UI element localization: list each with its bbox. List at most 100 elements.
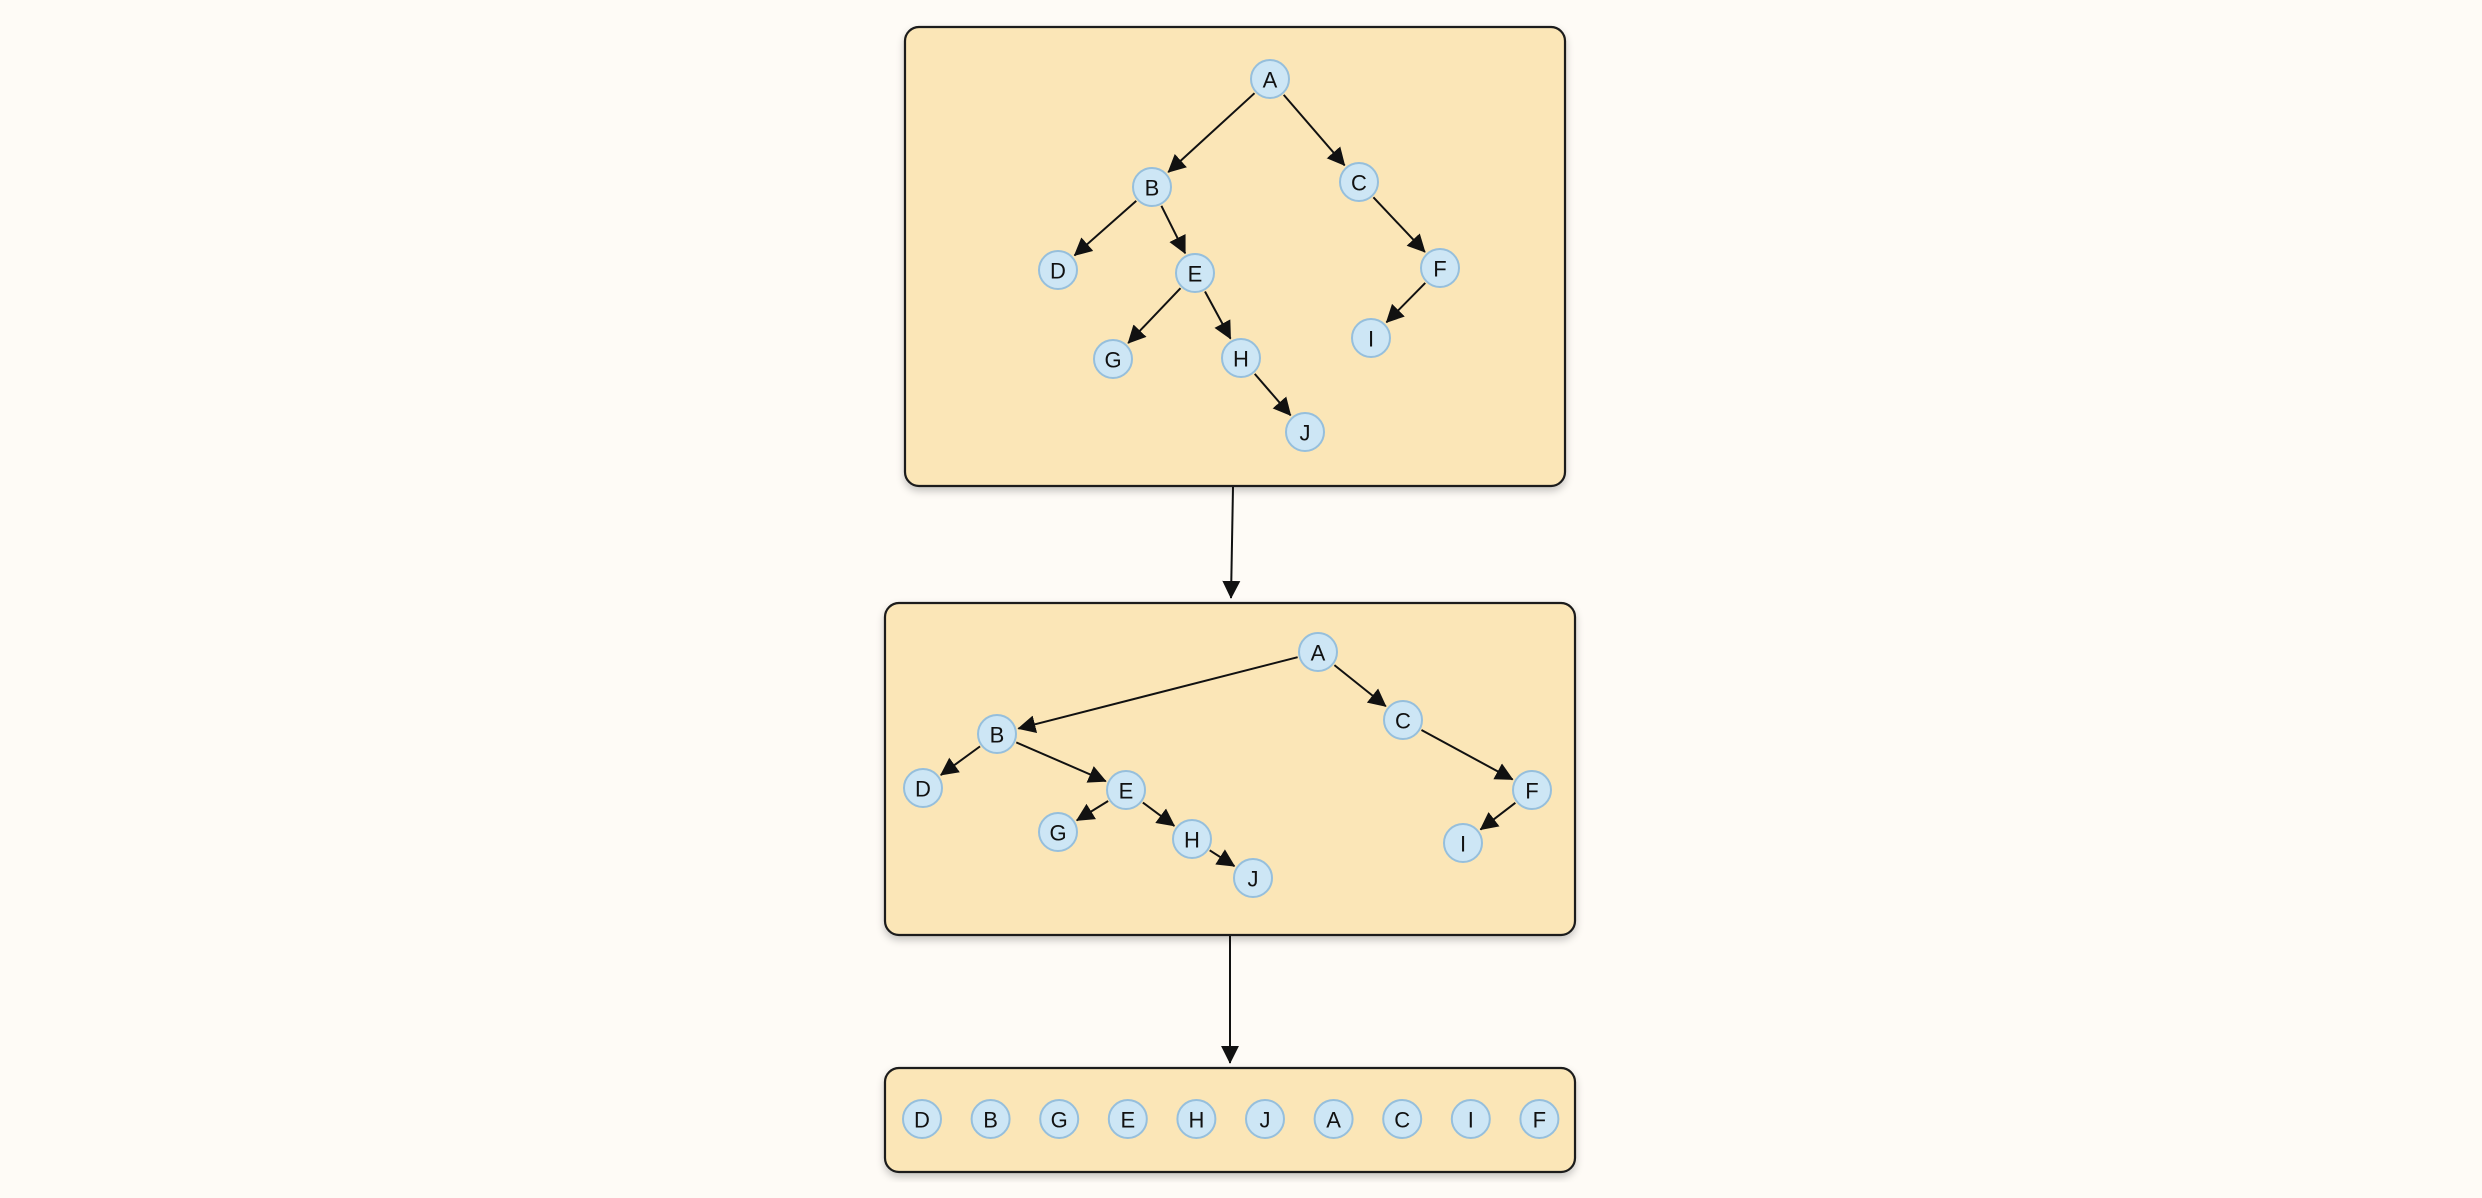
flow-arrow-1 (1222, 486, 1241, 599)
tree2-node-J: J (1233, 858, 1273, 898)
node-label: G (1049, 821, 1066, 846)
tree2-node-I: I (1443, 823, 1483, 863)
node-circle (1443, 823, 1483, 863)
tree2-edge-C-F (1420, 729, 1514, 781)
tree2-node-F: F (1512, 770, 1552, 810)
tree1-edge-A-C (1282, 94, 1346, 167)
tree2-edge-E-H (1142, 801, 1176, 827)
node-label: A (1326, 1108, 1341, 1133)
tree2-node-H: H (1172, 819, 1212, 859)
node-circle (1221, 338, 1261, 378)
node-circle (1351, 318, 1391, 358)
tree2-edge-A-B (1017, 656, 1298, 734)
node-label: H (1233, 347, 1249, 372)
node-label: A (1311, 641, 1326, 666)
node-label: I (1468, 1108, 1474, 1133)
node-label: H (1184, 828, 1200, 853)
node-circle (1132, 167, 1172, 207)
tree2-edge-A-C (1333, 664, 1387, 708)
node-circle (903, 768, 943, 808)
node-circle (1383, 700, 1423, 740)
tree1-edge-E-H (1204, 290, 1232, 340)
node-circle (1233, 858, 1273, 898)
tree1-edge-B-E (1160, 205, 1187, 255)
tree1-edge-C-F (1372, 196, 1426, 253)
node-circle (1382, 1099, 1423, 1139)
node-label: D (1050, 259, 1066, 284)
tree2-edge-H-J (1209, 849, 1236, 867)
sequence-node-G: G (1039, 1099, 1080, 1139)
node-circle (1038, 812, 1078, 852)
node-circle (1038, 250, 1078, 290)
sequence-node-A: A (1313, 1099, 1354, 1139)
sequence-node-D: D (902, 1099, 942, 1139)
tree2-node-C: C (1383, 700, 1423, 740)
node-label: G (1104, 348, 1121, 373)
node-circle (1172, 819, 1212, 859)
node-circle (1039, 1099, 1080, 1139)
tree1-node-F: F (1420, 248, 1460, 288)
tree2-edge-B-D (940, 745, 981, 776)
node-circle (977, 714, 1017, 754)
tree1-node-H: H (1221, 338, 1261, 378)
node-circle (1106, 770, 1146, 810)
tree1-edge-E-G (1127, 287, 1182, 344)
node-circle (1519, 1099, 1560, 1139)
inorder-layout-panel (883, 601, 1577, 937)
sequence-node-I: I (1450, 1099, 1491, 1139)
node-label: B (1145, 176, 1160, 201)
tree1-node-I: I (1351, 318, 1391, 358)
tree1-edge-B-D (1073, 200, 1137, 257)
node-label: F (1533, 1108, 1546, 1133)
tree2-edge-E-G (1075, 800, 1109, 822)
node-label: B (983, 1108, 998, 1133)
tree2-node-G: G (1038, 812, 1078, 852)
node-circle (1285, 412, 1325, 452)
sequence-node-H: H (1176, 1099, 1217, 1139)
node-label: H (1188, 1108, 1204, 1133)
node-label: G (1051, 1108, 1068, 1133)
node-label: J (1260, 1108, 1271, 1133)
node-label: I (1460, 832, 1466, 857)
tree2-node-D: D (903, 768, 943, 808)
node-label: E (1188, 262, 1203, 287)
node-label: C (1351, 171, 1367, 196)
node-label: D (915, 777, 931, 802)
tree1-node-D: D (1038, 250, 1078, 290)
node-label: A (1263, 68, 1278, 93)
node-circle (1512, 770, 1552, 810)
node-label: J (1300, 421, 1311, 446)
node-circle (1107, 1099, 1148, 1139)
sequence-node-J: J (1245, 1099, 1285, 1139)
sequence-node-E: E (1107, 1099, 1148, 1139)
node-label: E (1119, 779, 1134, 804)
node-circle (1450, 1099, 1491, 1139)
tree1-node-B: B (1132, 167, 1172, 207)
tree2-edge-F-I (1479, 801, 1516, 831)
tree1-node-J: J (1285, 412, 1325, 452)
tree1-node-G: G (1093, 339, 1133, 379)
node-circle (1245, 1099, 1285, 1139)
node-circle (1420, 248, 1460, 288)
sequence-node-B: B (970, 1099, 1011, 1139)
node-circle (1298, 632, 1338, 672)
original-tree-panel (903, 25, 1567, 488)
sequence-node-F: F (1519, 1099, 1560, 1139)
tree1-edge-A-B (1167, 92, 1256, 173)
tree1-edge-F-I (1385, 282, 1426, 324)
node-label: B (990, 723, 1005, 748)
tree2-edge-B-E (1015, 741, 1107, 783)
node-label: E (1120, 1108, 1135, 1133)
node-label: J (1248, 867, 1259, 892)
tree2-node-B: B (977, 714, 1017, 754)
sequence-panel (883, 1066, 1577, 1174)
tree1-edge-H-J (1253, 373, 1292, 417)
node-circle (1250, 59, 1290, 99)
node-label: F (1525, 779, 1538, 804)
tree1-node-A: A (1250, 59, 1290, 99)
node-circle (1093, 339, 1133, 379)
node-circle (902, 1099, 942, 1139)
tree2-node-A: A (1298, 632, 1338, 672)
node-circle (970, 1099, 1011, 1139)
